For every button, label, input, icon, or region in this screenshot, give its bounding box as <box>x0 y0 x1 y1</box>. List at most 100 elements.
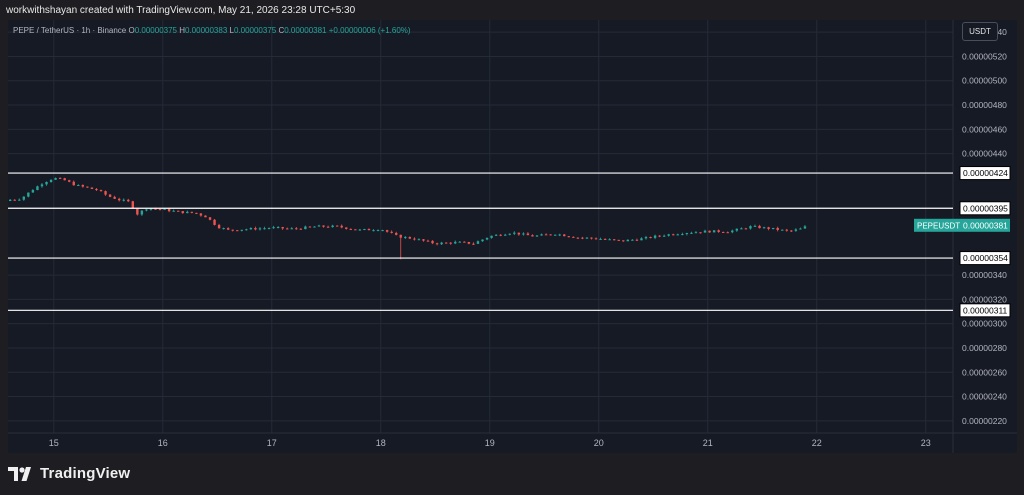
candle-body <box>335 225 339 227</box>
candle-body <box>154 208 157 210</box>
candle-body <box>676 234 679 236</box>
candle <box>508 233 511 236</box>
candle <box>68 179 71 183</box>
candle <box>703 229 707 233</box>
brand-name: TradingView <box>40 465 131 482</box>
price-tick-label: 0.00000480 <box>962 100 1007 110</box>
candle-body <box>181 211 184 214</box>
candle-body <box>36 186 39 191</box>
candle <box>658 235 661 238</box>
candle-body <box>231 229 234 231</box>
candle <box>95 187 98 191</box>
candle <box>281 226 284 230</box>
candle-body <box>272 227 275 229</box>
candle <box>490 235 493 239</box>
candle-body <box>494 234 498 236</box>
candle-body <box>385 230 389 232</box>
legend-close-label: C <box>278 26 285 35</box>
candle <box>499 234 502 237</box>
candle <box>735 228 739 232</box>
candle <box>594 237 598 240</box>
candle-body <box>349 228 352 230</box>
candle <box>217 223 221 229</box>
time-tick-label: 16 <box>158 438 168 448</box>
candle <box>372 229 375 232</box>
candle-body <box>399 234 402 238</box>
candle-body <box>653 235 657 238</box>
legend-high-value: 0.00000383 <box>185 26 228 35</box>
candle-body <box>395 232 398 235</box>
candle <box>222 227 225 230</box>
candle <box>699 232 702 234</box>
candle <box>208 217 212 221</box>
price-tick-label: 0.00000440 <box>962 149 1007 159</box>
candle <box>390 230 393 234</box>
symbol-tag-label: PEPEUSDT <box>917 221 960 230</box>
grid-lines <box>8 20 953 433</box>
tradingview-logo[interactable]: TradingView <box>8 465 130 482</box>
currency-button[interactable]: USDT <box>962 22 998 41</box>
candle-body <box>767 227 770 229</box>
candle-body <box>381 230 384 232</box>
candle-body <box>422 239 425 241</box>
candle <box>349 228 352 231</box>
candle-body <box>699 232 702 234</box>
time-tick-label: 20 <box>594 438 604 448</box>
candle-body <box>322 225 325 227</box>
candle-body <box>563 234 566 237</box>
candle <box>8 198 12 202</box>
candle <box>613 239 616 241</box>
last-price-marker: PEPEUSDT 0.00000381 <box>914 218 1010 232</box>
candle-body <box>522 233 525 235</box>
candle-body <box>317 225 321 227</box>
candle-body <box>236 230 239 232</box>
candle-body <box>245 229 248 231</box>
candle <box>753 224 757 227</box>
candle-body <box>490 235 493 238</box>
candle <box>785 228 788 232</box>
candle <box>717 229 720 233</box>
candle-body <box>108 194 112 197</box>
candle <box>113 195 116 200</box>
candle <box>72 180 75 186</box>
candle <box>149 208 153 211</box>
candle <box>340 224 343 229</box>
candle <box>454 240 457 245</box>
legend-symbol: PEPE / TetherUS · 1h · Binance <box>13 26 127 35</box>
candle-body <box>345 227 348 229</box>
last-price-box <box>960 218 1010 232</box>
tradingview-logo-icon <box>8 466 31 481</box>
candle <box>426 239 430 242</box>
candle-body <box>790 230 793 232</box>
candle <box>535 234 539 237</box>
candle <box>199 213 203 217</box>
candle-body <box>535 235 539 237</box>
price-chart[interactable]: 0.000005400.000005200.000005000.00000480… <box>8 20 1017 453</box>
candle-body <box>68 180 71 182</box>
candle-body <box>136 208 139 215</box>
candle <box>304 225 307 230</box>
candle <box>58 177 62 179</box>
candle <box>290 227 293 230</box>
candle-body <box>631 239 634 241</box>
price-tick-label: 0.00000340 <box>962 270 1007 280</box>
time-tick-label: 21 <box>703 438 713 448</box>
candle <box>544 233 548 236</box>
candle <box>127 198 130 203</box>
time-tick-label: 18 <box>376 438 386 448</box>
time-tick-label: 19 <box>485 438 495 448</box>
price-tick-label: 0.00000280 <box>962 343 1007 353</box>
candle-body <box>90 187 94 189</box>
candle-body <box>86 186 89 188</box>
candle <box>272 225 275 229</box>
candle <box>27 192 30 198</box>
candle <box>449 242 452 245</box>
candle <box>140 210 144 216</box>
candle <box>758 224 761 229</box>
candle-body <box>635 239 639 241</box>
chart-frame[interactable]: 0.000005400.000005200.000005000.00000480… <box>8 20 1017 453</box>
candle-body <box>72 181 75 186</box>
candle <box>485 237 489 241</box>
candle <box>576 237 580 239</box>
candle-body <box>149 208 153 210</box>
